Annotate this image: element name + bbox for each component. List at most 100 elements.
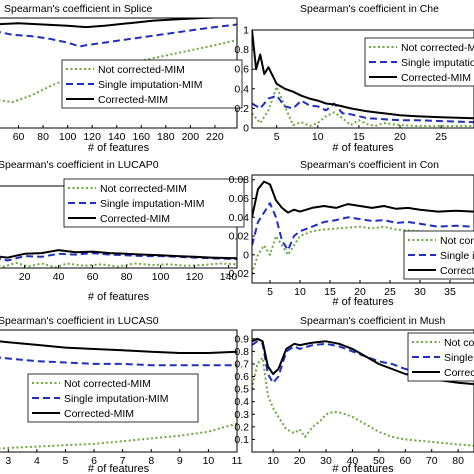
legend: Not corrected-MIM Single imputation-MIM Co… bbox=[27, 373, 199, 423]
x-tick-label: 120 bbox=[186, 271, 204, 283]
x-tick-label: 180 bbox=[157, 131, 175, 143]
x-tick-label: 8 bbox=[148, 455, 154, 467]
y-tick-label: 0.06 bbox=[229, 193, 250, 205]
x-tick-label: 5 bbox=[274, 131, 280, 143]
series-line-not-corrected-mim bbox=[0, 261, 237, 268]
y-tick-label: -0.02 bbox=[225, 268, 249, 280]
x-tick-label: 80 bbox=[121, 271, 133, 283]
legend-label: Not corrected-MIM bbox=[98, 64, 185, 76]
legend-label: Corrected-MIM bbox=[98, 94, 168, 106]
x-tick-label: 140 bbox=[220, 271, 238, 283]
x-tick-label: 5 bbox=[63, 455, 69, 467]
series-line-corrected-mim bbox=[252, 30, 474, 120]
legend-label: Not corrected-MIM bbox=[401, 42, 474, 54]
legend-label: Corrected-MIM bbox=[401, 72, 471, 84]
y-tick-label: 0.02 bbox=[229, 231, 250, 243]
x-tick-label: 10 bbox=[203, 455, 215, 467]
legend-label: Single imputation-MIM bbox=[401, 57, 474, 69]
panel-6: Spearman's coefficient in Mush 10 20 30 40 50… bbox=[234, 315, 474, 474]
series-line-single-imputation-mim bbox=[0, 252, 237, 262]
series-line-not-corrected-mim bbox=[252, 356, 474, 447]
x-tick-label: 60 bbox=[87, 271, 99, 283]
x-tick-label: 220 bbox=[206, 131, 224, 143]
panel-title: Spearman's coefficient in Che bbox=[300, 3, 439, 15]
y-tick-label: 0.2 bbox=[234, 421, 249, 433]
x-axis-label: # of features bbox=[88, 463, 150, 474]
plot-frame bbox=[251, 329, 474, 453]
series-group bbox=[0, 249, 237, 268]
legend-label: Not corrected-MIM bbox=[64, 378, 151, 390]
x-axis-label: # of features bbox=[332, 142, 394, 154]
legend: Not corrected-MIM Single imputation-MIM Co… bbox=[364, 37, 474, 87]
series-group bbox=[252, 337, 474, 447]
panel-2: Spearman's coefficient in Che 5 10 15 20 25 0 0… bbox=[234, 3, 474, 154]
x-axis-label: # of features bbox=[332, 296, 394, 308]
legend: Not corrected-MIM Single imputation-MIM Co… bbox=[61, 59, 243, 109]
series-line-single-imputation-mim bbox=[0, 23, 237, 48]
series-line-corrected-mim bbox=[252, 337, 474, 386]
x-tick-label: 100 bbox=[152, 271, 170, 283]
legend-label: Corrected-MIM bbox=[444, 367, 474, 379]
x-axis-label: # of features bbox=[332, 463, 394, 474]
y-tick-label: 0.3 bbox=[234, 409, 249, 421]
x-tick-label: 20 bbox=[19, 271, 31, 283]
series-line-single-imputation-mim bbox=[252, 94, 474, 124]
panel-4: Spearman's coefficient in Con 5 10 15 20 25 30… bbox=[225, 159, 474, 308]
y-tick-label: 0.1 bbox=[234, 434, 249, 446]
legend-label: Not corrected-MIM bbox=[100, 183, 187, 195]
x-tick-label: 5 bbox=[267, 286, 273, 298]
x-tick-label: 50 bbox=[373, 455, 385, 467]
series-line-single-imputation-mim bbox=[252, 202, 474, 252]
legend-label: Single imputation-MIM bbox=[98, 79, 202, 91]
series-group bbox=[0, 340, 237, 450]
y-tick-label: 0.6 bbox=[234, 64, 249, 76]
y-tick-label: 0 bbox=[243, 249, 249, 261]
x-tick-label: 15 bbox=[353, 131, 365, 143]
panel-5: Spearman's coefficient in LUCAS0 3 4 5 6 7 8 9 1… bbox=[0, 315, 243, 474]
panel-title: Spearman's coefficient in Splice bbox=[4, 3, 152, 15]
x-tick-label: 60 bbox=[399, 455, 411, 467]
legend-label: Single imputation-MIM bbox=[440, 250, 474, 262]
x-tick-label: 10 bbox=[312, 131, 324, 143]
y-tick-label: 0.5 bbox=[234, 384, 249, 396]
x-tick-label: 20 bbox=[394, 131, 406, 143]
x-tick-label: 30 bbox=[320, 455, 332, 467]
legend-label: Single imputation-MIM bbox=[100, 198, 204, 210]
y-tick-label: 0.7 bbox=[234, 358, 249, 370]
x-tick-label: 20 bbox=[294, 455, 306, 467]
x-tick-label: 25 bbox=[384, 286, 396, 298]
x-tick-label: 25 bbox=[435, 131, 447, 143]
x-tick-label: 100 bbox=[59, 131, 77, 143]
series-line-single-imputation-mim bbox=[252, 340, 474, 384]
series-line-corrected-mim bbox=[0, 340, 237, 354]
series-group bbox=[252, 30, 474, 127]
legend: Not corrected-MIM Single imputation-MIM Co… bbox=[407, 332, 474, 382]
x-tick-label: 10 bbox=[294, 286, 306, 298]
panel-title: Spearman's coefficient in Mush bbox=[300, 315, 446, 327]
legend-label: Corrected-MIM bbox=[100, 213, 170, 225]
series-line-single-imputation-mim bbox=[0, 356, 237, 367]
x-tick-label: 4 bbox=[34, 455, 40, 467]
plot-frame bbox=[0, 329, 238, 453]
x-tick-label: 11 bbox=[232, 455, 243, 467]
x-tick-label: 35 bbox=[444, 286, 456, 298]
x-tick-label: 200 bbox=[182, 131, 200, 143]
legend-label: Single imputation-MIM bbox=[444, 352, 474, 364]
y-tick-label: 0.4 bbox=[234, 83, 249, 95]
legend: Not corrected-MIM Single imputation-MIM Co… bbox=[403, 230, 474, 280]
legend: Not corrected-MIM Single imputation-MIM Co… bbox=[63, 178, 245, 228]
series-line-not-corrected-mim bbox=[0, 422, 237, 450]
panel-3: Spearman's coefficient in LUCAP0 20 40 60 80… bbox=[0, 159, 245, 303]
x-tick-label: 7 bbox=[120, 455, 126, 467]
plot-frame bbox=[251, 174, 474, 284]
legend-label: Corrected-MIM bbox=[64, 408, 134, 420]
series-line-corrected-mim bbox=[252, 180, 474, 218]
x-tick-label: 70 bbox=[426, 455, 438, 467]
y-tick-label: 0.8 bbox=[234, 346, 249, 358]
y-tick-label: 0 bbox=[243, 123, 249, 135]
x-tick-label: 120 bbox=[83, 131, 101, 143]
y-tick-label: 0.4 bbox=[234, 396, 249, 408]
x-tick-label: 80 bbox=[452, 455, 464, 467]
x-tick-label: 20 bbox=[354, 286, 366, 298]
x-tick-label: 3 bbox=[5, 455, 11, 467]
